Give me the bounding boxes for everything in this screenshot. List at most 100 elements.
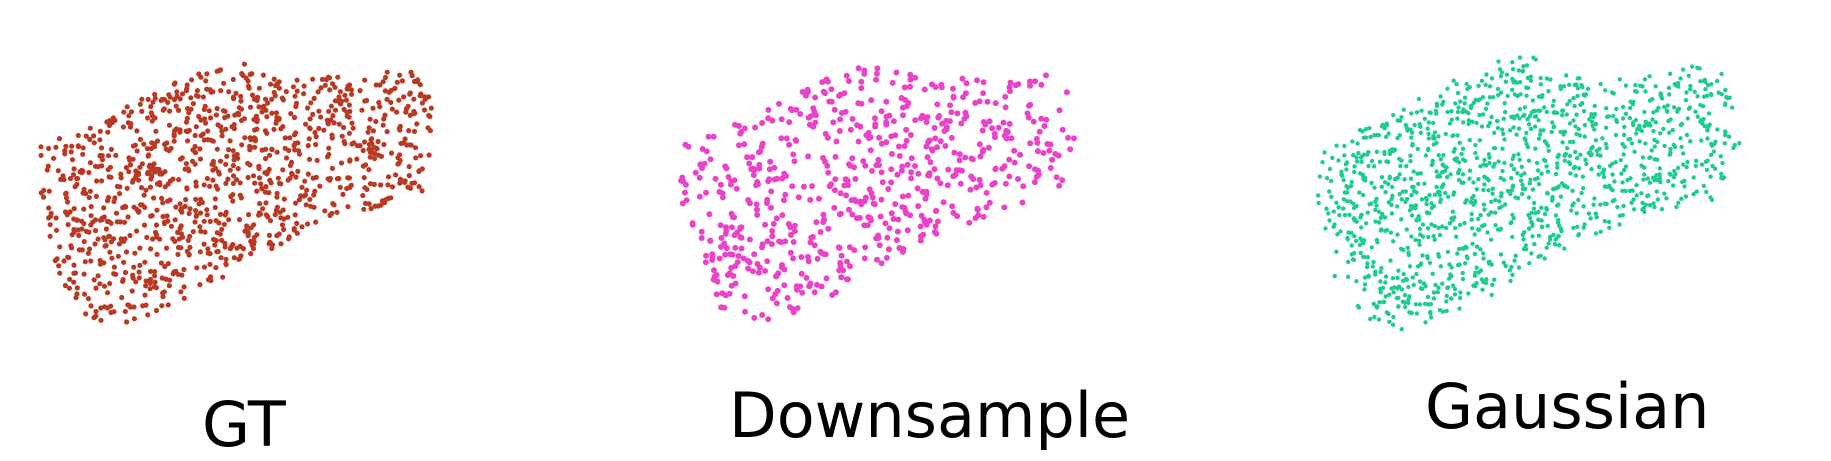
point: [733, 185, 740, 192]
point: [1640, 84, 1645, 89]
point: [976, 176, 983, 183]
point: [861, 222, 868, 229]
point: [1432, 192, 1438, 197]
point: [1504, 72, 1510, 77]
point: [776, 100, 782, 107]
point: [41, 194, 47, 200]
point: [773, 300, 780, 307]
point: [262, 96, 269, 102]
point: [1003, 127, 1010, 134]
point: [831, 106, 838, 113]
point: [76, 232, 82, 238]
point: [120, 278, 126, 284]
point: [196, 113, 202, 119]
point: [160, 200, 166, 206]
point: [175, 229, 181, 235]
point: [685, 143, 692, 150]
point: [328, 117, 334, 123]
point: [1041, 123, 1048, 129]
point: [945, 166, 952, 173]
point: [402, 136, 408, 142]
point: [1481, 187, 1486, 193]
point: [1694, 189, 1699, 194]
point: [1737, 141, 1742, 146]
point: [1059, 177, 1066, 184]
point: [1420, 286, 1425, 291]
point: [769, 228, 776, 234]
point: [807, 113, 814, 120]
point: [105, 153, 112, 159]
point: [1395, 232, 1400, 237]
point: [193, 196, 199, 202]
point: [1645, 176, 1650, 181]
point: [890, 216, 897, 222]
point: [378, 182, 384, 188]
point: [727, 251, 734, 258]
point: [366, 141, 372, 148]
point: [1466, 291, 1471, 296]
point: [1551, 98, 1557, 103]
point: [901, 84, 908, 91]
point: [1002, 93, 1009, 100]
point: [1683, 98, 1689, 103]
point: [1433, 282, 1438, 288]
point: [269, 146, 275, 152]
point: [313, 219, 319, 225]
point: [751, 314, 758, 321]
point: [219, 128, 225, 134]
point: [223, 161, 229, 167]
point: [1623, 111, 1629, 117]
point: [166, 283, 172, 289]
point: [110, 115, 116, 121]
point: [103, 242, 109, 249]
point: [1426, 234, 1431, 240]
point: [1431, 233, 1436, 239]
point: [152, 273, 158, 279]
point: [163, 245, 170, 251]
point: [1349, 243, 1354, 248]
point: [1497, 205, 1502, 211]
point: [1473, 270, 1478, 275]
point: [1680, 67, 1686, 72]
point: [203, 78, 209, 84]
point: [273, 120, 279, 126]
point: [338, 160, 345, 166]
point: [1729, 105, 1735, 110]
point: [1621, 167, 1627, 173]
point: [325, 121, 331, 127]
point: [1326, 211, 1331, 216]
point: [1714, 78, 1720, 84]
point: [230, 180, 236, 187]
point: [1565, 102, 1570, 107]
point: [71, 270, 77, 276]
point: [1593, 138, 1599, 143]
point: [1382, 299, 1387, 305]
point: [171, 133, 177, 139]
point: [205, 250, 211, 256]
point: [86, 246, 93, 252]
point: [1505, 188, 1511, 194]
point: [1486, 212, 1491, 217]
point: [755, 269, 762, 276]
point: [821, 216, 828, 223]
point: [262, 155, 269, 162]
point: [1463, 109, 1469, 114]
point: [1662, 104, 1667, 110]
point: [186, 210, 192, 217]
point: [1354, 155, 1359, 160]
point: [180, 234, 186, 240]
point: [1621, 203, 1626, 209]
point: [1515, 113, 1520, 118]
point: [1531, 55, 1536, 60]
point: [972, 100, 979, 106]
point: [148, 176, 154, 182]
point: [83, 133, 89, 139]
point: [340, 191, 346, 197]
point: [1432, 237, 1437, 242]
point: [832, 289, 839, 296]
point: [1699, 138, 1704, 143]
point: [1528, 74, 1533, 79]
point: [794, 305, 801, 312]
point: [768, 188, 775, 195]
point: [1566, 160, 1572, 165]
